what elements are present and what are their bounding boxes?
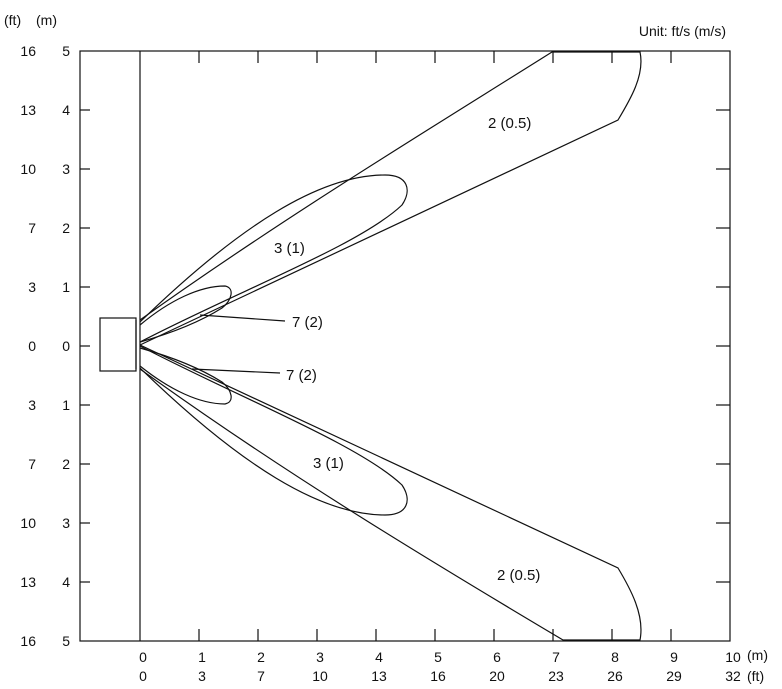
- tick-marks: [80, 51, 730, 641]
- y-axis-ft-unit: (ft): [4, 12, 21, 28]
- contour-3-lower: [139, 345, 408, 516]
- x-tick-label-ft: 23: [548, 668, 564, 684]
- y-tick-label-m: 2: [62, 456, 70, 472]
- x-tick-label-ft: 20: [489, 668, 505, 684]
- contour-label-7-lower: 7 (2): [286, 367, 317, 384]
- x-tick-label-m: 8: [611, 649, 619, 665]
- x-tick-label-m: 6: [493, 649, 501, 665]
- x-tick-label-m: 4: [375, 649, 383, 665]
- plot-frame: [79, 50, 731, 642]
- y-tick-label-m: 5: [62, 633, 70, 649]
- y-tick-label-m: 4: [62, 102, 70, 118]
- contour-2-lower: [139, 344, 642, 641]
- y-tick-label-ft: 7: [28, 456, 36, 472]
- y-tick-label-ft: 10: [20, 515, 36, 531]
- contour-7-upper: [139, 285, 232, 343]
- contour-label-3-upper: 3 (1): [274, 240, 305, 257]
- y-tick-label-ft: 7: [28, 220, 36, 236]
- x-tick-label-ft: 10: [312, 668, 328, 684]
- y-axis-labels: 16 513 410 37 23 10 03 17 210 313 416 5: [20, 43, 70, 649]
- y-tick-label-ft: 13: [20, 574, 36, 590]
- contour-label-7-upper: 7 (2): [292, 314, 323, 331]
- y-tick-label-m: 0: [62, 338, 70, 354]
- leader-line-7-lower: [191, 368, 281, 374]
- leader-line-7-upper: [199, 314, 286, 322]
- unit-note: Unit: ft/s (m/s): [639, 23, 726, 39]
- x-tick-label-ft: 29: [666, 668, 682, 684]
- x-tick-label-m: 1: [198, 649, 206, 665]
- contour-3-upper: [139, 174, 408, 343]
- y-tick-label-ft: 0: [28, 338, 36, 354]
- y-tick-label-ft: 16: [20, 43, 36, 59]
- x-tick-label-ft: 26: [607, 668, 623, 684]
- y-tick-label-m: 4: [62, 574, 70, 590]
- contour-label-3-lower: 3 (1): [313, 455, 344, 472]
- y-tick-label-ft: 16: [20, 633, 36, 649]
- x-tick-label-ft: 7: [257, 668, 265, 684]
- x-tick-label-m: 5: [434, 649, 442, 665]
- y-tick-label-m: 1: [62, 279, 70, 295]
- contour-2-upper: [139, 51, 642, 346]
- x-axis-ft-unit: (ft): [747, 668, 764, 684]
- x-tick-label-ft: 3: [198, 668, 206, 684]
- x-axis-m-unit: (m): [747, 647, 768, 663]
- x-tick-label-ft: 16: [430, 668, 446, 684]
- y-tick-label-m: 3: [62, 161, 70, 177]
- x-tick-label-m: 9: [670, 649, 678, 665]
- contour-label-2-lower: 2 (0.5): [497, 567, 540, 584]
- y-tick-label-m: 1: [62, 397, 70, 413]
- x-tick-label-m: 3: [316, 649, 324, 665]
- y-axis-m-unit: (m): [36, 12, 57, 28]
- x-tick-label-ft: 32: [725, 668, 741, 684]
- air-conditioner-unit: [99, 317, 137, 372]
- y-tick-label-ft: 13: [20, 102, 36, 118]
- y-tick-label-ft: 3: [28, 279, 36, 295]
- y-tick-label-m: 5: [62, 43, 70, 59]
- x-tick-label-m: 7: [552, 649, 560, 665]
- y-tick-label-m: 2: [62, 220, 70, 236]
- y-tick-label-ft: 10: [20, 161, 36, 177]
- contour-label-2-upper: 2 (0.5): [488, 115, 531, 132]
- x-tick-label-ft: 0: [139, 668, 147, 684]
- y-tick-label-ft: 3: [28, 397, 36, 413]
- x-tick-label-m: 0: [139, 649, 147, 665]
- x-tick-label-m: 10: [725, 649, 741, 665]
- x-tick-label-m: 2: [257, 649, 265, 665]
- contour-7-lower: [139, 347, 232, 405]
- x-tick-label-ft: 13: [371, 668, 387, 684]
- y-tick-label-m: 3: [62, 515, 70, 531]
